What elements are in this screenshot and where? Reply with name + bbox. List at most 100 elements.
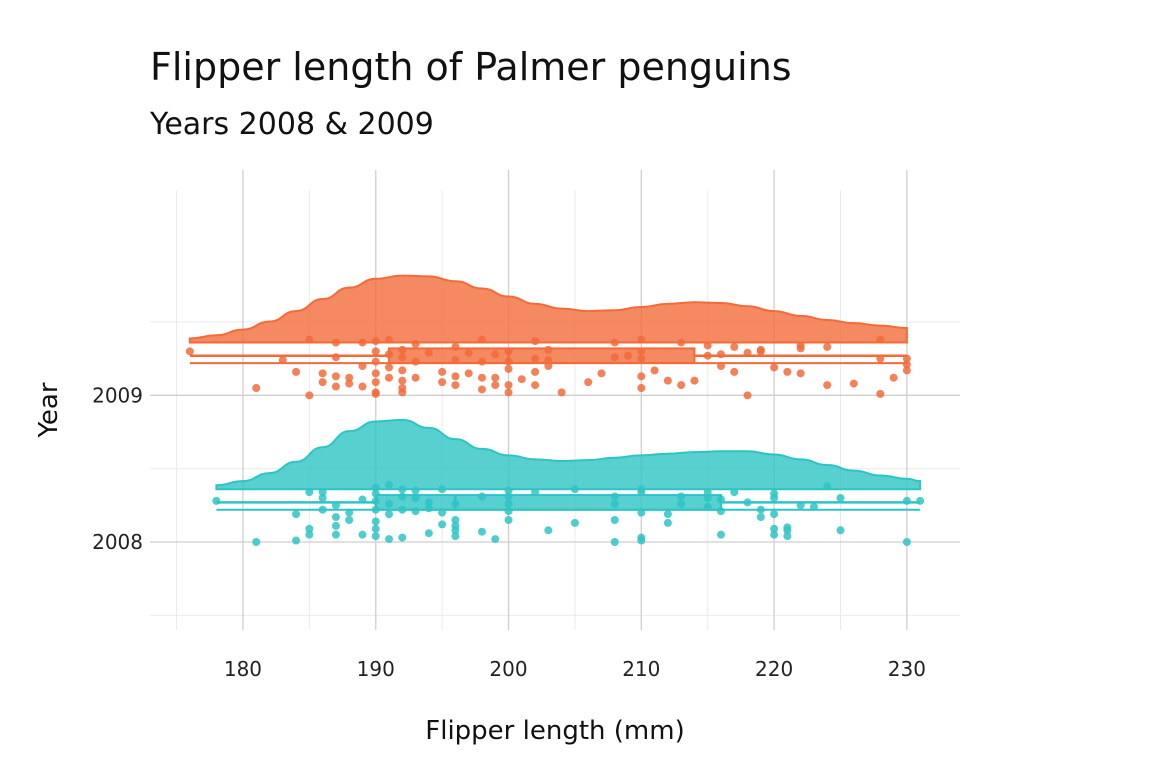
point-2008 xyxy=(451,499,460,508)
point-2009 xyxy=(358,338,367,347)
point-2009 xyxy=(849,379,858,388)
point-2009 xyxy=(464,369,473,378)
point-2009 xyxy=(716,362,725,370)
point-2009 xyxy=(371,369,380,378)
point-2009 xyxy=(823,381,832,390)
point-2009 xyxy=(411,373,420,382)
point-2008 xyxy=(703,488,712,497)
point-2009 xyxy=(756,347,765,356)
point-2009 xyxy=(743,348,752,357)
point-2009 xyxy=(584,378,593,387)
point-2009 xyxy=(424,348,433,357)
point-2009 xyxy=(544,356,553,365)
point-2009 xyxy=(477,385,486,394)
point-2008 xyxy=(331,530,340,539)
point-2009 xyxy=(796,369,805,378)
point-2009 xyxy=(876,335,885,344)
box-2009 xyxy=(388,347,696,365)
point-2009 xyxy=(464,348,473,357)
point-2009 xyxy=(371,337,380,346)
point-2009 xyxy=(451,342,460,351)
density-clouds xyxy=(188,274,922,491)
point-2009 xyxy=(823,342,832,351)
point-2008 xyxy=(292,510,301,519)
point-2009 xyxy=(783,367,792,376)
point-2008 xyxy=(385,480,394,489)
point-2009 xyxy=(531,354,540,363)
point-2008 xyxy=(318,505,327,514)
point-2009 xyxy=(185,347,194,356)
point-2009 xyxy=(318,369,327,378)
point-2008 xyxy=(398,485,407,494)
point-2008 xyxy=(610,516,619,524)
x-tick-label: 220 xyxy=(755,657,793,681)
point-2009 xyxy=(531,381,540,390)
point-2008 xyxy=(451,521,460,530)
point-2009 xyxy=(597,369,606,378)
point-2009 xyxy=(305,391,314,400)
point-2008 xyxy=(358,495,367,504)
point-2009 xyxy=(385,335,394,344)
point-2009 xyxy=(902,366,911,375)
point-2009 xyxy=(703,351,712,360)
point-2008 xyxy=(385,510,394,519)
point-2008 xyxy=(743,498,752,507)
point-2009 xyxy=(398,353,407,362)
point-2009 xyxy=(411,357,420,366)
point-2008 xyxy=(756,505,765,514)
point-2008 xyxy=(345,516,354,524)
point-2009 xyxy=(358,362,367,370)
point-2009 xyxy=(743,391,752,400)
point-2009 xyxy=(889,373,898,382)
point-2009 xyxy=(637,354,646,363)
point-2009 xyxy=(451,372,460,381)
point-2009 xyxy=(438,378,447,387)
point-2008 xyxy=(411,486,420,495)
jitter-points xyxy=(185,335,925,546)
point-2009 xyxy=(371,357,380,366)
point-2008 xyxy=(318,494,327,502)
point-2008 xyxy=(770,524,779,533)
point-2009 xyxy=(477,373,486,382)
point-2008 xyxy=(504,492,513,501)
point-2009 xyxy=(491,381,500,390)
point-2008 xyxy=(345,508,354,517)
point-2009 xyxy=(610,338,619,347)
point-2008 xyxy=(716,507,725,516)
x-axis-ticks: 180 190 200 210 220 230 xyxy=(224,657,926,681)
point-2009 xyxy=(504,364,513,373)
point-2008 xyxy=(331,501,340,510)
point-2008 xyxy=(331,521,340,530)
point-2009 xyxy=(624,351,633,360)
point-2009 xyxy=(358,382,367,391)
point-2008 xyxy=(610,492,619,501)
point-2008 xyxy=(318,488,327,497)
point-2009 xyxy=(331,338,340,347)
point-2008 xyxy=(212,496,221,505)
point-2009 xyxy=(252,384,261,392)
point-2008 xyxy=(398,492,407,501)
point-2009 xyxy=(345,373,354,382)
point-2009 xyxy=(331,372,340,381)
point-2008 xyxy=(305,488,314,497)
point-2008 xyxy=(756,513,765,522)
point-2009 xyxy=(544,362,553,370)
point-2009 xyxy=(531,337,540,346)
point-2009 xyxy=(677,338,686,347)
point-2009 xyxy=(902,360,911,369)
point-2009 xyxy=(504,347,513,356)
point-2008 xyxy=(451,532,460,541)
point-2008 xyxy=(424,529,433,538)
point-2009 xyxy=(504,357,513,366)
point-2008 xyxy=(371,517,380,526)
point-2008 xyxy=(637,488,646,497)
point-2008 xyxy=(836,494,845,502)
point-2009 xyxy=(677,381,686,390)
point-2009 xyxy=(398,366,407,375)
point-2008 xyxy=(331,513,340,522)
y-tick-label: 2009 xyxy=(92,383,143,407)
point-2008 xyxy=(371,532,380,541)
point-2009 xyxy=(902,354,911,363)
point-2009 xyxy=(411,340,420,348)
point-2008 xyxy=(823,482,832,491)
